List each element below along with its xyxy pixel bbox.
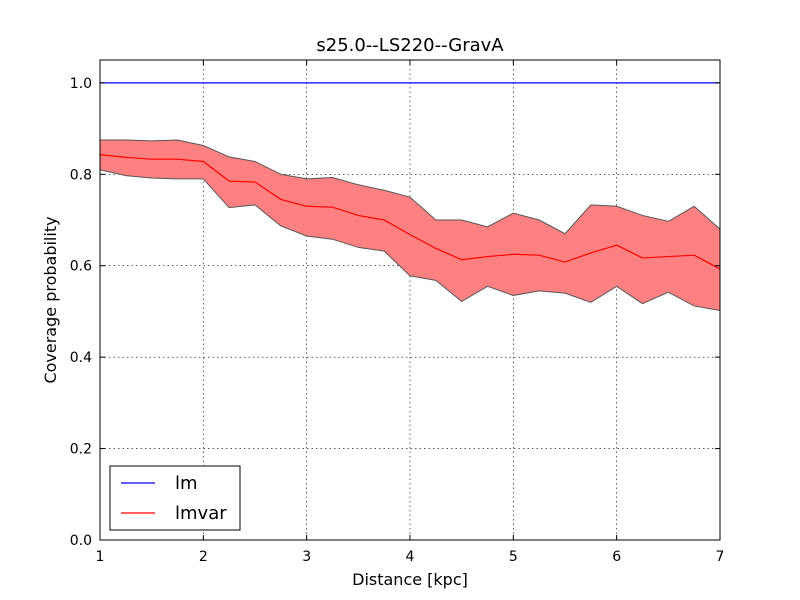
legend-label-lmvar: lmvar (175, 503, 227, 524)
x-axis-label: Distance [kpc] (352, 570, 468, 589)
legend: lm lmvar (109, 465, 241, 531)
y-tick-label: 1.0 (70, 76, 92, 92)
x-tick-label: 5 (509, 549, 518, 565)
x-axis-ticks: 1 2 3 4 5 6 7 (96, 60, 725, 565)
x-tick-label: 6 (612, 549, 621, 565)
x-tick-label: 1 (96, 549, 105, 565)
legend-box (109, 465, 241, 531)
y-tick-label: 0.8 (70, 167, 92, 183)
series-line-lmvar (99, 154, 721, 270)
y-tick-label: 0.6 (70, 259, 92, 275)
y-tick-label: 0.4 (70, 350, 92, 366)
y-axis-label: Coverage probability (41, 216, 60, 383)
y-tick-label: 0.0 (70, 533, 92, 549)
gridlines (100, 60, 720, 540)
band-upper-edge-lmvar (100, 139, 721, 235)
x-tick-label: 7 (716, 549, 725, 565)
legend-label-lm: lm (175, 473, 198, 494)
x-tick-label: 4 (406, 549, 415, 565)
x-tick-label: 3 (302, 549, 311, 565)
y-axis-ticks: 0.0 0.2 0.4 0.6 0.8 1.0 (70, 76, 720, 549)
x-tick-label: 2 (199, 549, 208, 565)
series-layer (99, 82, 721, 270)
y-tick-label: 0.2 (70, 442, 92, 458)
chart-title: s25.0--LS220--GravA (316, 35, 504, 56)
band-lower-edge-lmvar (99, 169, 721, 312)
